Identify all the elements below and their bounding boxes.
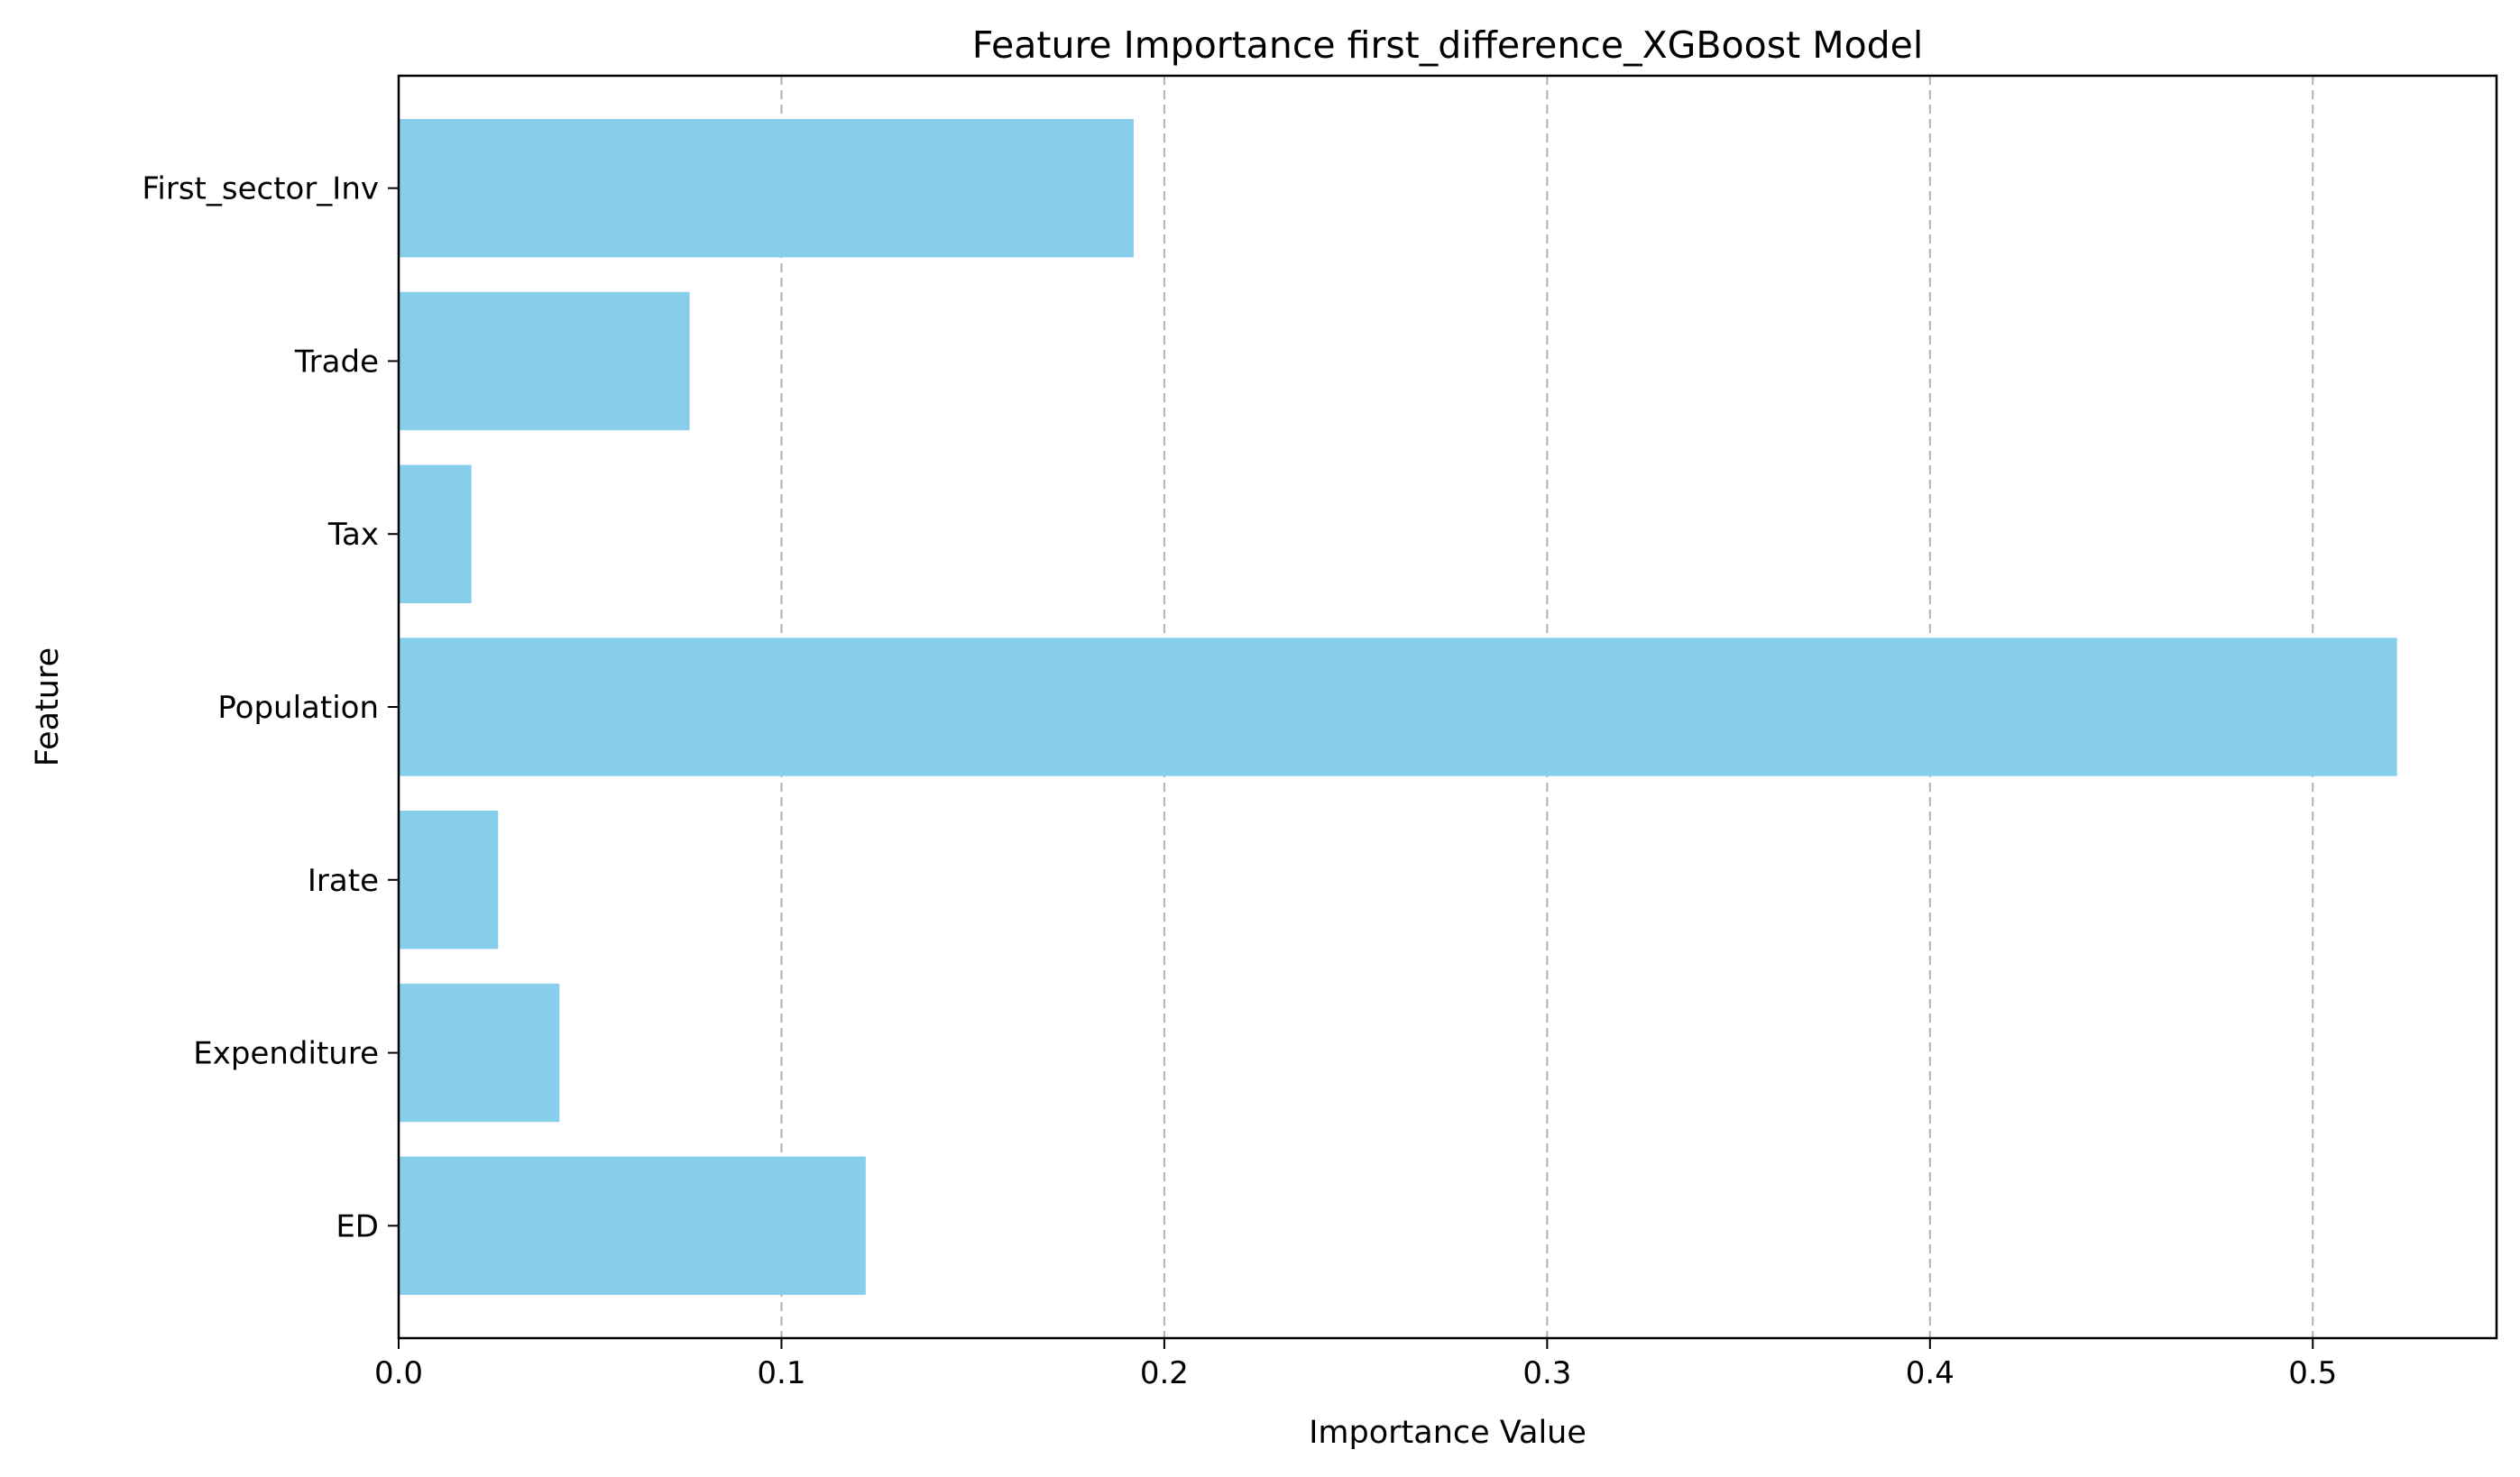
tick-layer: 0.0 0.1 0.2 0.3 0.4 0.5 First_sector_Inv Trade T… <box>142 171 2337 1391</box>
y-axis-label: Feature <box>30 647 66 766</box>
x-tick-label: 0.3 <box>1522 1355 1571 1391</box>
y-tick-label: Population <box>217 690 379 726</box>
y-tick-label: First_sector_Inv <box>142 171 379 207</box>
y-tick-label: Expenditure <box>193 1036 379 1072</box>
bar-irate <box>399 811 499 950</box>
x-tick-label: 0.1 <box>757 1355 805 1391</box>
grid-layer <box>780 76 2314 1338</box>
y-tick-label: Tax <box>327 517 379 553</box>
bar-trade <box>399 291 690 431</box>
bar-expenditure <box>399 983 560 1123</box>
x-tick-label: 0.0 <box>374 1355 423 1391</box>
x-axis-label: Importance Value <box>1309 1415 1586 1451</box>
y-tick-label: Trade <box>294 344 379 380</box>
bar-first-sector-inv <box>399 118 1134 258</box>
chart-title: Feature Importance first_difference_XGBo… <box>972 23 1924 67</box>
bar-tax <box>399 464 472 603</box>
x-tick-label: 0.4 <box>1906 1355 1954 1391</box>
y-tick-label: Irate <box>308 863 379 899</box>
x-tick-label: 0.2 <box>1140 1355 1189 1391</box>
bar-ed <box>399 1156 866 1296</box>
bar-layer <box>399 118 2397 1296</box>
x-tick-label: 0.5 <box>2288 1355 2337 1391</box>
bar-population <box>399 638 2397 776</box>
y-tick-label: ED <box>336 1208 379 1244</box>
